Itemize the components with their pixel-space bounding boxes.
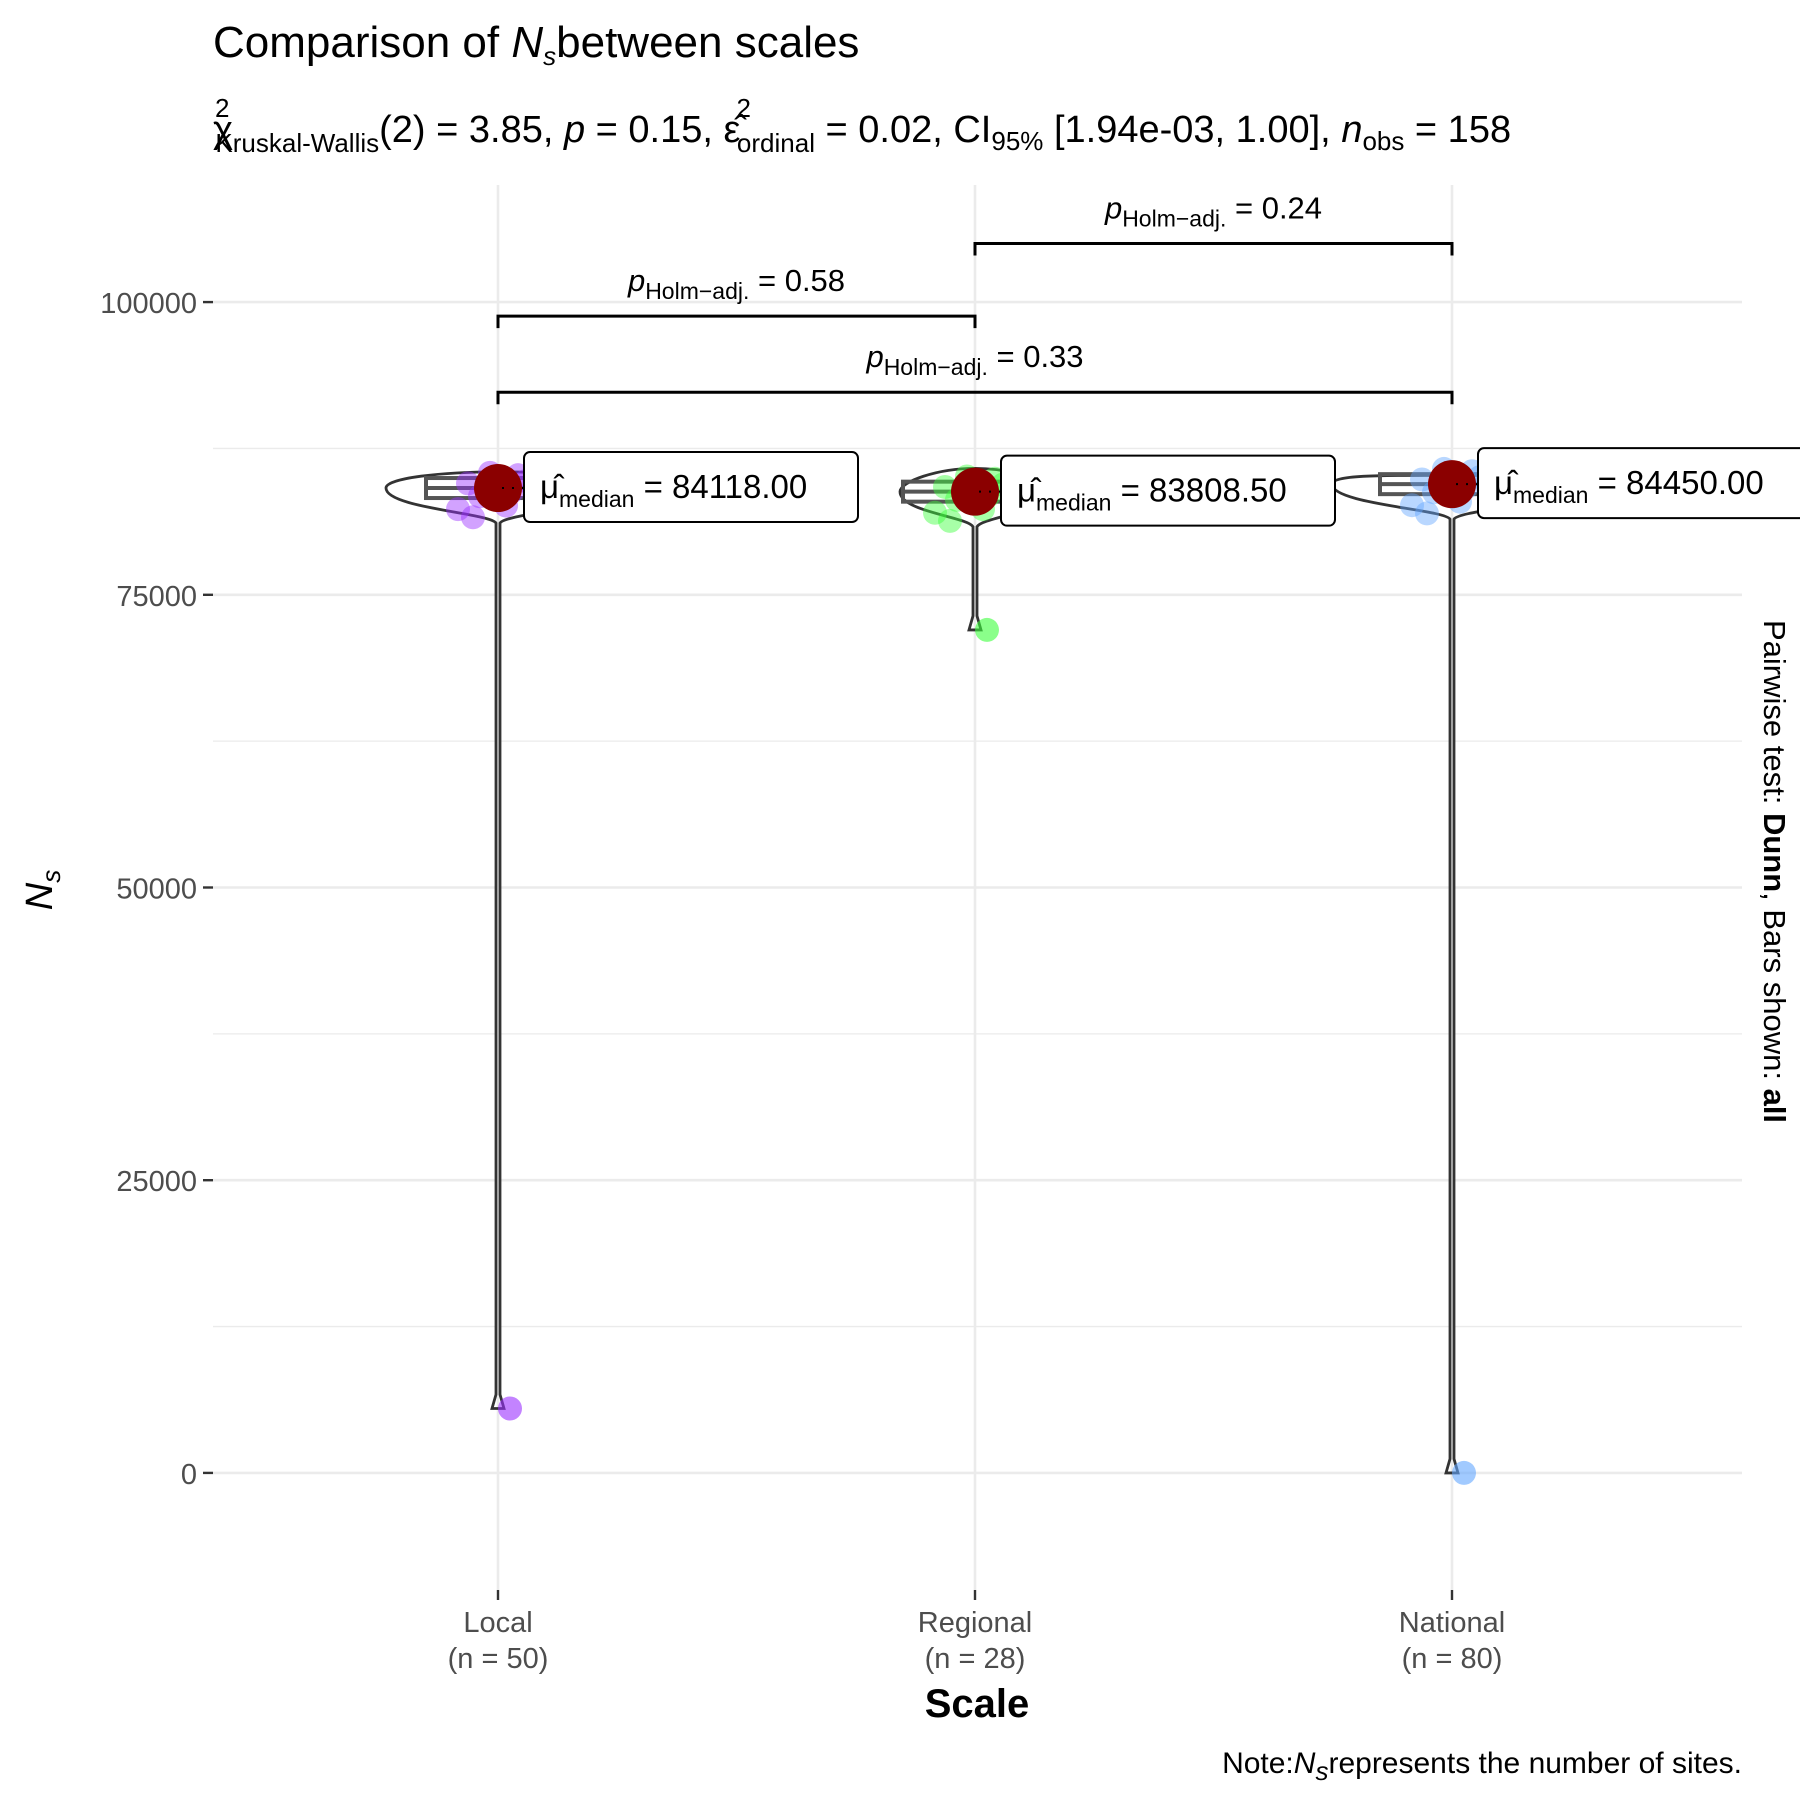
jittered-point xyxy=(938,508,962,533)
pairwise-bracket xyxy=(496,390,1454,405)
outlier-point xyxy=(1452,1460,1476,1485)
p-subscript: Holm−adj. xyxy=(645,278,749,304)
y-tick-label: 75000 xyxy=(116,581,197,613)
median-value: = 84118.00 xyxy=(634,468,807,505)
p-symbol: p xyxy=(627,263,645,298)
y-tick-label: 100000 xyxy=(100,288,197,320)
p-subscript: Holm−adj. xyxy=(884,354,988,380)
median-subscript: median xyxy=(1036,490,1111,516)
median-label-box xyxy=(1000,454,1336,527)
median-subscript: median xyxy=(1513,482,1588,508)
jittered-point xyxy=(446,497,470,522)
pairwise-p-label: pHolm−adj. = 0.58 xyxy=(627,263,845,304)
median-point xyxy=(951,467,999,516)
x-tick-label: National xyxy=(1399,1607,1505,1639)
x-tick-label: Regional xyxy=(918,1607,1032,1639)
violins xyxy=(384,466,1574,1475)
pairwise-test-label: Pairwise test: Dunn, Bars shown: all xyxy=(1757,620,1792,1123)
jittered-point xyxy=(933,474,957,499)
jittered-point xyxy=(1400,493,1424,518)
chart-subtitle: χ2 Kruskal-Wallis(2) = 3.85, p = 0.15, ε̂… xyxy=(213,93,1511,158)
p-value: = 0.24 xyxy=(1226,191,1322,226)
jittered-point xyxy=(923,500,947,525)
pairwise-bracket xyxy=(496,314,977,329)
y-tick-label: 50000 xyxy=(116,874,197,906)
p-symbol: p xyxy=(1104,191,1122,226)
median-value: = 83808.50 xyxy=(1111,472,1286,509)
x-tick-count-label: (n = 28) xyxy=(925,1643,1026,1675)
chart-title: Comparison of Nsbetween scales xyxy=(213,18,859,71)
p-value: = 0.33 xyxy=(988,339,1084,374)
p-symbol: p xyxy=(865,339,883,374)
y-axis-title: Ns xyxy=(19,870,66,910)
jittered-point xyxy=(1410,467,1434,492)
p-subscript: Holm−adj. xyxy=(1122,206,1226,232)
x-tick-count-label: (n = 50) xyxy=(448,1643,549,1675)
axes: 0 25000 50000 75000 100000 Local (n = 50) Regio… xyxy=(100,288,1505,1675)
pairwise-p-label: pHolm−adj. = 0.24 xyxy=(1104,191,1322,232)
x-tick-count-label: (n = 80) xyxy=(1402,1643,1503,1675)
pairwise-p-label: pHolm−adj. = 0.33 xyxy=(865,339,1083,380)
x-axis-title: Scale xyxy=(925,1682,1030,1726)
median-point xyxy=(1428,460,1476,509)
x-tick-label: Local xyxy=(463,1607,532,1639)
median-value: = 84450.00 xyxy=(1588,464,1763,501)
jittered-point xyxy=(456,471,480,496)
median-subscript: median xyxy=(559,486,634,512)
jittered-point xyxy=(1415,501,1439,526)
y-tick-label: 0 xyxy=(181,1459,197,1491)
median-label-text: μ̂median = 84450.00 xyxy=(1494,464,1764,508)
outlier-point xyxy=(498,1396,522,1421)
caption-note: Note:Nsrepresents the number of sites. xyxy=(1222,1747,1742,1786)
jittered-point xyxy=(461,505,485,530)
median-label-text: μ̂median = 84118.00 xyxy=(540,468,807,512)
median-point xyxy=(474,464,522,513)
pairwise-bracket xyxy=(973,242,1454,256)
p-value: = 0.58 xyxy=(749,263,845,298)
y-tick-label: 25000 xyxy=(116,1166,197,1198)
outlier-point xyxy=(975,617,999,642)
data-points xyxy=(446,456,1502,1485)
median-labels: μ̂median = 84118.00 μ̂median = 83808.50 μ̂… xyxy=(502,447,1800,527)
median-label-box xyxy=(1477,447,1800,520)
median-label-box xyxy=(523,451,859,524)
median-label-text: μ̂median = 83808.50 xyxy=(1017,472,1287,516)
grid-lines xyxy=(213,185,1742,1590)
